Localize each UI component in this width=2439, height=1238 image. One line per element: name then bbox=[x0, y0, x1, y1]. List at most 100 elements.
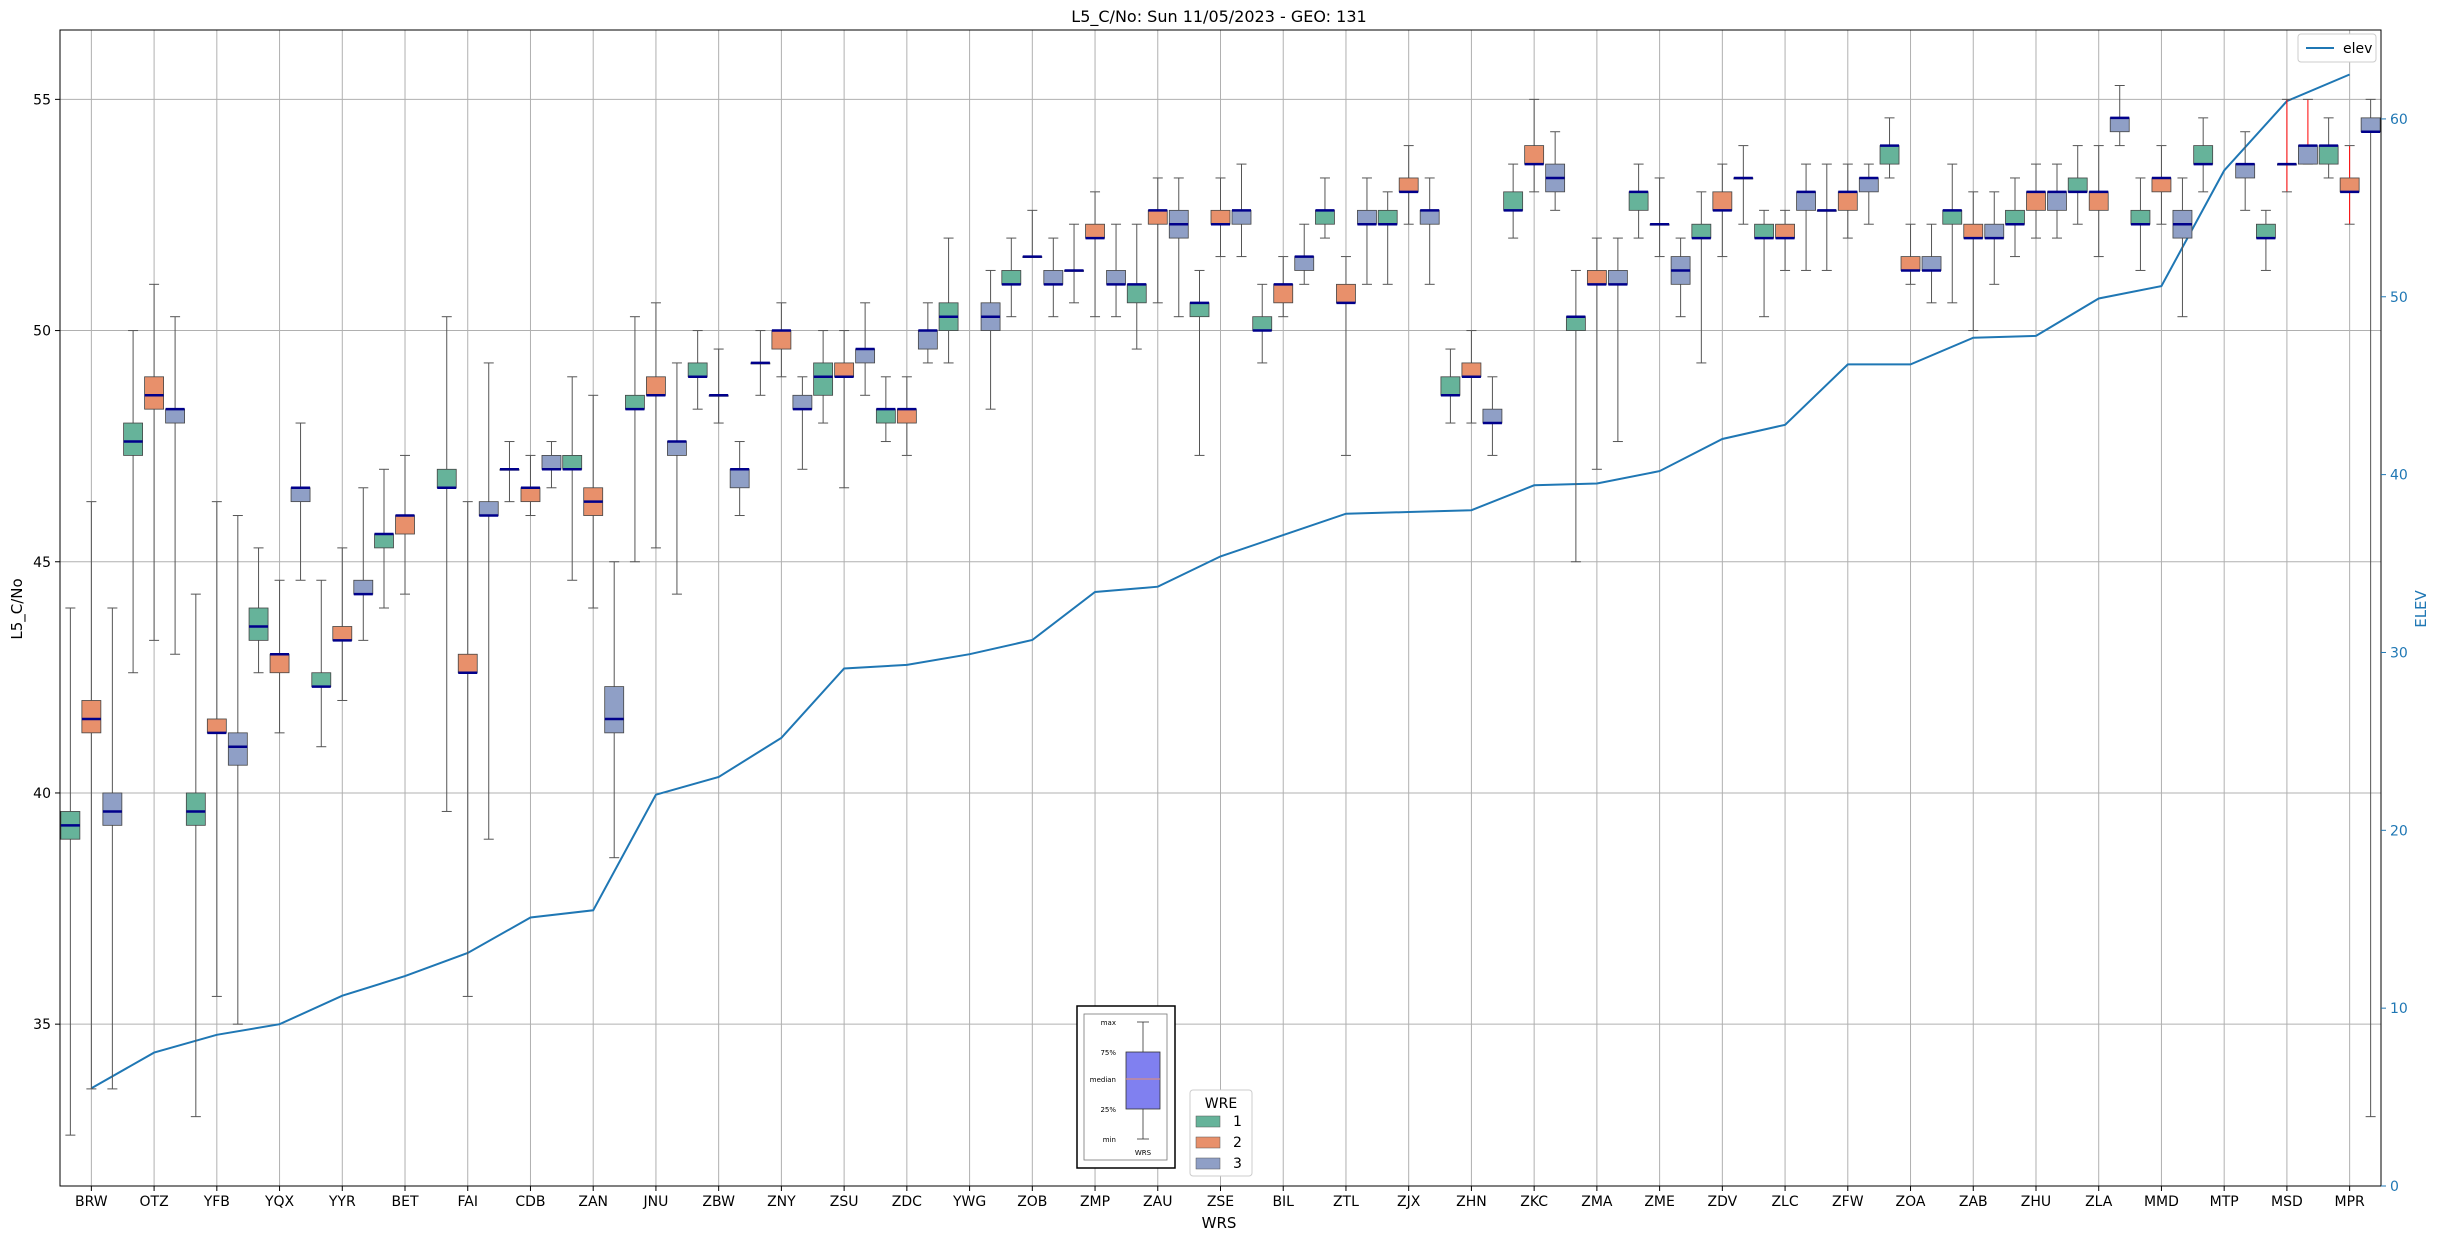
box-zkc-wre3 bbox=[1545, 131, 1566, 211]
x-tick-label-zhu: ZHU bbox=[2021, 1194, 2051, 1210]
iqr-box bbox=[1336, 283, 1356, 304]
iqr-box bbox=[1482, 408, 1503, 424]
box-zoa-wre2 bbox=[1900, 223, 1921, 285]
iqr-box bbox=[1565, 316, 1586, 331]
box-zdc-wre2 bbox=[896, 376, 917, 456]
iqr-box bbox=[165, 408, 185, 424]
x-tick-label-zob: ZOB bbox=[1017, 1194, 1047, 1210]
x-tick-label-yfb: YFB bbox=[203, 1194, 230, 1210]
iqr-box bbox=[771, 330, 792, 350]
wre-legend: WRE 1 2 3 bbox=[1189, 1089, 1253, 1177]
box-zse-wre3 bbox=[1231, 163, 1252, 258]
x-tick-label-msd: MSD bbox=[2271, 1194, 2303, 1210]
box-zjx-wre3 bbox=[1419, 177, 1440, 285]
iqr-box bbox=[102, 792, 123, 826]
iqr-box bbox=[1147, 209, 1168, 225]
box-zoa-wre3 bbox=[1921, 223, 1942, 304]
box-zme-wre2 bbox=[1649, 177, 1670, 258]
iqr-box bbox=[1691, 223, 1712, 239]
iqr-box bbox=[1001, 270, 1022, 285]
iqr-box bbox=[2193, 145, 2214, 165]
iqr-box bbox=[1294, 256, 1315, 271]
box-zhn-wre3 bbox=[1482, 376, 1503, 456]
x-tick-label-bil: BIL bbox=[1272, 1194, 1294, 1210]
box-zma-wre2 bbox=[1586, 237, 1607, 470]
iqr-box bbox=[436, 468, 457, 489]
iqr-box bbox=[2360, 117, 2381, 133]
box-yfb-wre3 bbox=[227, 515, 248, 1025]
iqr-box bbox=[729, 468, 750, 489]
box-zob-wre1 bbox=[1001, 237, 1022, 318]
y-right-tick-label: 10 bbox=[2390, 1001, 2408, 1017]
box-zan-wre1 bbox=[562, 376, 583, 581]
iqr-box bbox=[206, 718, 227, 734]
y-right-tick-label: 40 bbox=[2390, 468, 2408, 484]
box-zmp-wre2 bbox=[1085, 191, 1105, 318]
box-zse-wre1 bbox=[1189, 269, 1210, 456]
iqr-box bbox=[2130, 209, 2151, 225]
x-tick-label-zjx: ZJX bbox=[1397, 1194, 1421, 1210]
iqr-box bbox=[896, 408, 917, 424]
iqr-box bbox=[1043, 270, 1064, 285]
x-tick-label-jnu: JNU bbox=[643, 1194, 669, 1210]
iqr-box bbox=[2256, 223, 2276, 239]
y-right-tick-label: 60 bbox=[2390, 112, 2408, 128]
iqr-box bbox=[478, 501, 499, 516]
wre-legend-swatch-2 bbox=[1195, 1136, 1221, 1149]
box-zhu-wre2 bbox=[2026, 163, 2046, 239]
box-otz-wre3 bbox=[165, 316, 185, 655]
x-tick-label-zse: ZSE bbox=[1207, 1194, 1234, 1210]
iqr-box bbox=[1754, 223, 1774, 239]
x-tick-label-cdb: CDB bbox=[515, 1194, 545, 1210]
wre-legend-label-3: 3 bbox=[1233, 1156, 1242, 1172]
box-fai-wre3 bbox=[478, 362, 499, 840]
box-yyr-wre2 bbox=[332, 547, 353, 701]
box-otz-wre1 bbox=[123, 330, 143, 674]
iqr-box bbox=[1775, 223, 1795, 239]
iqr-box bbox=[1503, 191, 1524, 211]
box-zau-wre2 bbox=[1147, 177, 1168, 304]
iqr-box bbox=[1837, 191, 1858, 211]
y-right-tick-label: 0 bbox=[2390, 1179, 2399, 1195]
box-mmd-wre1 bbox=[2130, 177, 2151, 271]
iqr-box bbox=[667, 441, 687, 456]
iqr-box bbox=[332, 626, 353, 641]
wre-legend-frame bbox=[1189, 1089, 1253, 1177]
box-ztl-wre1 bbox=[1315, 177, 1335, 239]
y-tick-label: 50 bbox=[33, 324, 51, 340]
box-otz-wre2 bbox=[144, 283, 164, 641]
x-tick-label-yqx: YQX bbox=[264, 1194, 295, 1210]
chart-title: L5_C/No: Sun 11/05/2023 - GEO: 131 bbox=[1071, 7, 1366, 27]
box-zbw-wre3 bbox=[729, 441, 750, 517]
x-tick-label-zma: ZMA bbox=[1581, 1194, 1613, 1210]
box-ztl-wre2 bbox=[1336, 256, 1356, 456]
y-right-tick-label: 30 bbox=[2390, 645, 2408, 661]
iqr-box bbox=[2318, 145, 2339, 165]
box-zsu-wre3 bbox=[855, 302, 876, 396]
y-right-tick-label: 20 bbox=[2390, 823, 2408, 839]
box-zlc-wre3 bbox=[1796, 163, 1816, 271]
box-fai-wre1 bbox=[436, 316, 457, 812]
iqr-box bbox=[792, 394, 813, 410]
iqr-box bbox=[1858, 177, 1879, 193]
iqr-box bbox=[123, 422, 143, 456]
iqr-box bbox=[1419, 209, 1440, 225]
box-zab-wre1 bbox=[1942, 163, 1963, 304]
boxplot-key-inset: max 75% median 25% min WRS bbox=[1076, 1005, 1176, 1169]
box-yfb-wre2 bbox=[206, 501, 227, 997]
box-zdv-wre2 bbox=[1712, 163, 1733, 258]
iqr-box bbox=[1963, 223, 1984, 239]
wre-legend-title: WRE bbox=[1205, 1096, 1237, 1112]
x-tick-label-mpr: MPR bbox=[2335, 1194, 2366, 1210]
x-tick-label-mmd: MMD bbox=[2144, 1194, 2179, 1210]
box-bet-wre1 bbox=[374, 468, 394, 609]
box-zan-wre3 bbox=[604, 561, 625, 859]
box-zkc-wre1 bbox=[1503, 163, 1524, 239]
iqr-box bbox=[2298, 145, 2318, 165]
iqr-box bbox=[2067, 177, 2088, 193]
box-zla-wre3 bbox=[2109, 84, 2130, 147]
box-zny-wre1 bbox=[750, 330, 771, 396]
x-tick-label-zdc: ZDC bbox=[892, 1194, 922, 1210]
x-tick-label-zsu: ZSU bbox=[830, 1194, 859, 1210]
x-tick-label-otz: OTZ bbox=[140, 1194, 169, 1210]
